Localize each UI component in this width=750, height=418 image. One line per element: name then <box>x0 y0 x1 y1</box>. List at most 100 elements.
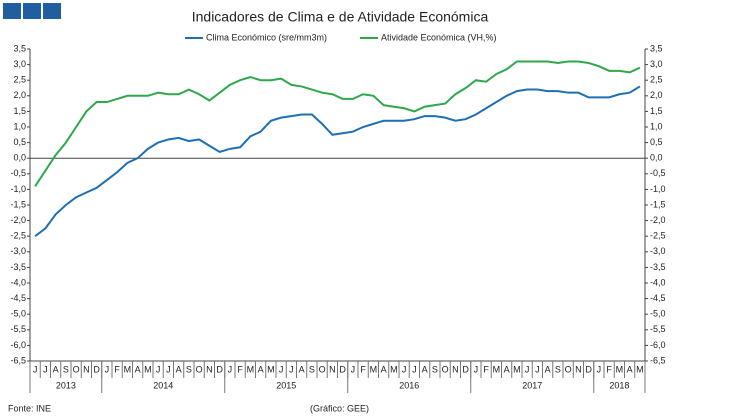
x-tick-label: J <box>351 364 356 374</box>
year-label: 2013 <box>56 380 76 390</box>
chart-title: Indicadores de Clima e de Atividade Econ… <box>192 9 489 25</box>
y2-tick-label: 0,0 <box>650 153 663 163</box>
y-tick-label: -3,5 <box>10 262 26 272</box>
y-tick-label: 0,0 <box>13 153 26 163</box>
y-tick-label: -4,5 <box>10 293 26 303</box>
y-tick-label: 0,5 <box>13 137 26 147</box>
x-tick-label: A <box>381 364 387 374</box>
x-tick-label: D <box>339 364 346 374</box>
x-tick-label: S <box>432 364 438 374</box>
x-tick-label: J <box>166 364 171 374</box>
y-tick-label: -2,0 <box>10 215 26 225</box>
y2-tick-label: -3,0 <box>650 246 666 256</box>
x-tick-label: A <box>176 364 182 374</box>
x-tick-label: D <box>462 364 469 374</box>
x-tick-label: M <box>370 364 378 374</box>
x-tick-label: O <box>196 364 203 374</box>
year-label: 2014 <box>153 380 173 390</box>
x-tick-label: J <box>597 364 602 374</box>
year-label: 2017 <box>522 380 542 390</box>
x-tick-label: M <box>390 364 398 374</box>
x-tick-label: J <box>33 364 38 374</box>
x-tick-label: J <box>525 364 530 374</box>
y2-tick-label: 0,5 <box>650 137 663 147</box>
y-tick-label: -1,0 <box>10 184 26 194</box>
x-tick-label: J <box>535 364 540 374</box>
x-tick-label: N <box>206 364 213 374</box>
logo-square <box>3 3 21 19</box>
y2-tick-label: -5,0 <box>650 309 666 319</box>
y2-tick-label: 1,0 <box>650 121 663 131</box>
x-tick-label: N <box>83 364 90 374</box>
x-tick-label: S <box>63 364 69 374</box>
x-tick-label: F <box>360 364 366 374</box>
x-tick-label: N <box>575 364 582 374</box>
x-tick-label: M <box>124 364 132 374</box>
x-tick-label: J <box>156 364 161 374</box>
x-tick-label: N <box>452 364 459 374</box>
y-tick-label: -6,5 <box>10 355 26 365</box>
y2-tick-label: 3,5 <box>650 43 663 53</box>
x-tick-label: O <box>319 364 326 374</box>
y2-tick-label: 2,0 <box>650 90 663 100</box>
y2-tick-label: -4,5 <box>650 293 666 303</box>
y2-tick-label: -2,0 <box>650 215 666 225</box>
x-tick-label: D <box>585 364 592 374</box>
x-tick-label: S <box>309 364 315 374</box>
y2-tick-label: -6,5 <box>650 355 666 365</box>
y-tick-label: 1,5 <box>13 106 26 116</box>
y-tick-label: 3,0 <box>13 59 26 69</box>
x-tick-label: D <box>93 364 100 374</box>
y-tick-label: 3,5 <box>13 43 26 53</box>
y2-tick-label: -3,5 <box>650 262 666 272</box>
y2-tick-label: 2,5 <box>650 75 663 85</box>
x-tick-label: J <box>402 364 407 374</box>
y2-tick-label: -6,0 <box>650 340 666 350</box>
x-tick-label: F <box>483 364 489 374</box>
y-tick-label: 2,0 <box>13 90 26 100</box>
y-tick-label: -6,0 <box>10 340 26 350</box>
x-tick-label: O <box>442 364 449 374</box>
x-tick-label: M <box>513 364 521 374</box>
x-tick-label: M <box>493 364 501 374</box>
x-tick-label: M <box>636 364 644 374</box>
y2-tick-label: -1,0 <box>650 184 666 194</box>
y-tick-label: -5,5 <box>10 324 26 334</box>
y-tick-label: 2,5 <box>13 75 26 85</box>
y2-tick-label: -5,5 <box>650 324 666 334</box>
x-tick-label: N <box>329 364 336 374</box>
legend-label: Atividade Económica (VH,%) <box>381 32 497 42</box>
x-tick-label: J <box>228 364 233 374</box>
x-tick-label: A <box>627 364 633 374</box>
x-tick-label: J <box>289 364 294 374</box>
y2-tick-label: -4,0 <box>650 277 666 287</box>
y-tick-label: -4,0 <box>10 277 26 287</box>
x-tick-label: A <box>545 364 551 374</box>
x-tick-label: S <box>186 364 192 374</box>
logo-square <box>23 3 41 19</box>
x-tick-label: A <box>299 364 305 374</box>
y2-tick-label: -0,5 <box>650 168 666 178</box>
source: Fonte: INE <box>8 403 51 413</box>
y-tick-label: -0,5 <box>10 168 26 178</box>
x-tick-label: M <box>616 364 624 374</box>
x-tick-label: F <box>606 364 612 374</box>
x-tick-label: O <box>73 364 80 374</box>
x-tick-label: J <box>105 364 110 374</box>
series-line <box>34 85 641 237</box>
x-tick-label: M <box>267 364 275 374</box>
x-tick-label: S <box>555 364 561 374</box>
y-tick-label: -3,0 <box>10 246 26 256</box>
year-label: 2018 <box>609 380 629 390</box>
y-tick-label: -5,0 <box>10 309 26 319</box>
logo-square <box>43 3 61 19</box>
x-tick-label: A <box>504 364 510 374</box>
legend-label: Clima Económico (sre/mm3m) <box>206 32 327 42</box>
x-tick-label: J <box>279 364 284 374</box>
x-tick-label: J <box>412 364 417 374</box>
y-tick-label: -2,5 <box>10 231 26 241</box>
credit: (Gráfico: GEE) <box>310 403 369 413</box>
y-tick-label: -1,5 <box>10 199 26 209</box>
x-tick-label: M <box>144 364 152 374</box>
